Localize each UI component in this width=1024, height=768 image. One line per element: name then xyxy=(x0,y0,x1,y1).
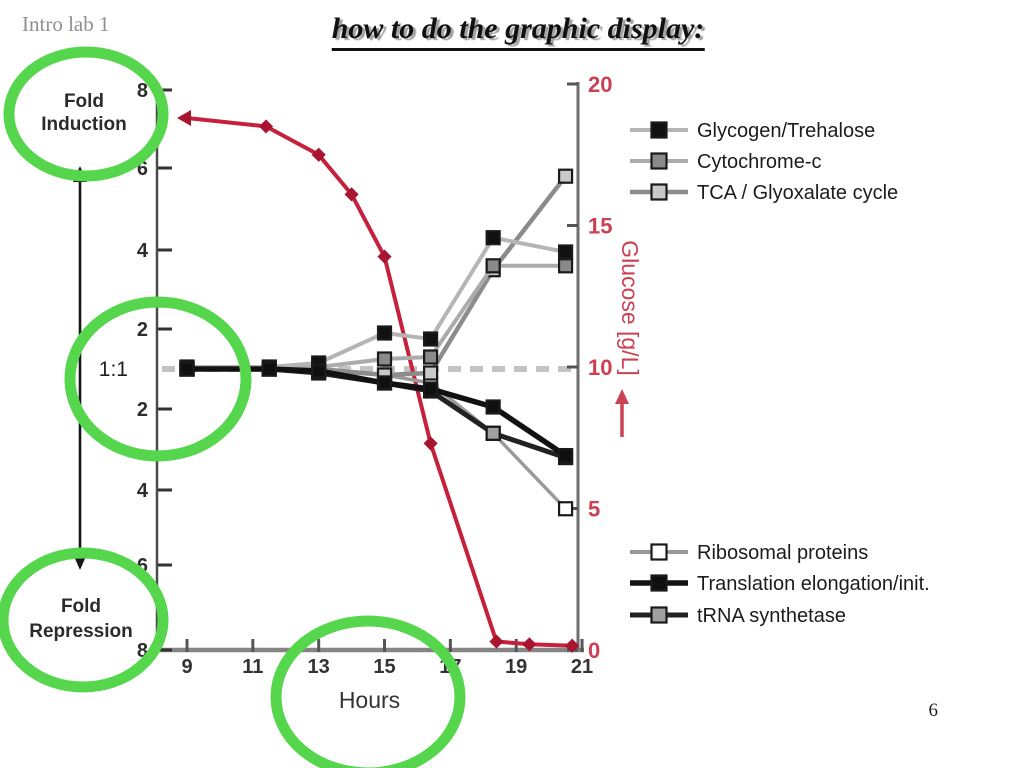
legend-bottom: Ribosomal proteins Translation elongation… xyxy=(630,542,930,627)
glucose-tick-label: 0 xyxy=(588,638,600,663)
series-cytochrome_c-marker xyxy=(485,258,501,274)
legend-label: Translation elongation/init. xyxy=(697,573,930,595)
x-tick-label: 15 xyxy=(373,656,395,678)
legend-label: TCA / Glyoxalate cycle xyxy=(697,182,898,204)
series-translation_elongation-marker xyxy=(423,381,439,397)
glucose-axis-title: Glucose [g/L] xyxy=(617,240,643,376)
legend-marker-swatch xyxy=(650,543,668,561)
glucose-marker xyxy=(311,147,326,162)
series-tca_glyoxalate-marker xyxy=(423,365,439,381)
glucose-marker xyxy=(565,638,580,653)
course-label: Intro lab 1 xyxy=(22,12,110,36)
glucose-marker xyxy=(489,634,504,649)
legend-top: Glycogen/Trehalose Cytochrome-c TCA / Glyo… xyxy=(630,120,898,204)
page-number: 6 xyxy=(928,700,939,721)
series-cytochrome_c-marker xyxy=(376,351,393,367)
fold-tick-label: 2 xyxy=(137,319,148,341)
legend-label: tRNA synthetase xyxy=(697,605,846,627)
glucose-start-marker xyxy=(177,109,191,126)
fold-induction-label-line2: Induction xyxy=(41,114,126,135)
legend-item-glycogen_trehalose: Glycogen/Trehalose xyxy=(630,120,875,142)
glucose-tick-label: 10 xyxy=(588,355,612,380)
highlight-ellipse-fold-induction xyxy=(3,46,169,182)
series-glycogen_trehalose-marker xyxy=(423,331,439,347)
legend-item-tca_glyoxalate: TCA / Glyoxalate cycle xyxy=(630,182,898,204)
glucose-tick-label: 15 xyxy=(588,214,612,239)
highlight-ellipse-fold-repression xyxy=(0,547,169,693)
legend-marker-swatch xyxy=(650,121,668,139)
series-tca_glyoxalate-line xyxy=(184,173,568,378)
legend-marker-swatch xyxy=(650,574,668,592)
legend-item-ribosomal_proteins: Ribosomal proteins xyxy=(630,542,868,564)
fold-tick-label: 6 xyxy=(137,158,148,180)
page-title-text: how to do the graphic display: xyxy=(331,12,705,51)
series-ribosomal_proteins-marker xyxy=(557,501,574,517)
fold-tick-label: 4 xyxy=(137,240,149,262)
fold-repression-label-line1: Fold xyxy=(61,596,101,617)
fold-tick-label: 4 xyxy=(137,480,149,502)
fold-tick-label: 6 xyxy=(137,555,148,577)
legend-marker-swatch xyxy=(650,606,668,624)
glucose-axis-arrowhead-icon xyxy=(615,389,629,404)
legend-item-cytochrome_c: Cytochrome-c xyxy=(630,151,821,173)
glucose-marker xyxy=(522,637,537,652)
glucose-tick-label: 5 xyxy=(588,497,600,522)
glucose-marker xyxy=(258,119,274,134)
series-translation_elongation-marker xyxy=(179,361,195,377)
glucose-marker xyxy=(344,187,359,202)
legend-marker-swatch xyxy=(650,183,668,201)
legend-item-translation_elongation: Translation elongation/init. xyxy=(630,573,930,595)
legend-label: Ribosomal proteins xyxy=(697,542,868,564)
legend-label: Cytochrome-c xyxy=(697,151,821,173)
baseline-label: 1:1 xyxy=(99,358,128,381)
x-tick-label: 21 xyxy=(571,656,593,678)
page-title: how to do the graphic display: xyxy=(331,12,705,51)
x-tick-label: 19 xyxy=(505,656,527,678)
series-translation_elongation-marker xyxy=(485,399,501,415)
series-glycogen_trehalose-marker xyxy=(485,230,501,246)
fold-tick-label: 8 xyxy=(137,80,148,102)
glucose-marker xyxy=(423,436,438,451)
highlight-ellipse-hours xyxy=(270,615,466,768)
fold-induction-label-line1: Fold xyxy=(64,91,104,112)
series-cytochrome_c-marker xyxy=(557,258,574,274)
highlight-ellipse-baseline-1-1 xyxy=(64,296,252,462)
fold-tick-label: 2 xyxy=(137,399,148,421)
series-trna_synthetase-marker xyxy=(485,425,501,441)
legend-marker-swatch xyxy=(650,152,668,170)
x-axis-title: Hours xyxy=(339,687,400,713)
legend-label: Glycogen/Trehalose xyxy=(697,120,875,142)
fold-tick-label: 8 xyxy=(137,640,148,662)
series-glycogen_trehalose-marker xyxy=(557,244,574,260)
legend-item-trna_synthetase: tRNA synthetase xyxy=(630,605,846,627)
x-tick-label: 13 xyxy=(308,656,330,678)
series-cytochrome_c-marker xyxy=(423,349,439,365)
x-tick-label: 9 xyxy=(181,656,192,678)
series-tca_glyoxalate-marker xyxy=(557,168,574,184)
series-translation_elongation-marker xyxy=(557,447,574,464)
series-translation_elongation-marker xyxy=(261,361,277,377)
x-tick-label: 11 xyxy=(242,656,263,678)
glucose-marker xyxy=(377,249,392,264)
series-glycogen_trehalose-marker xyxy=(376,325,393,341)
fold-repression-label-line2: Repression xyxy=(29,621,132,642)
series-translation_elongation-marker xyxy=(376,375,393,391)
series-translation_elongation-marker xyxy=(311,363,327,379)
glucose-tick-label: 20 xyxy=(588,72,612,97)
